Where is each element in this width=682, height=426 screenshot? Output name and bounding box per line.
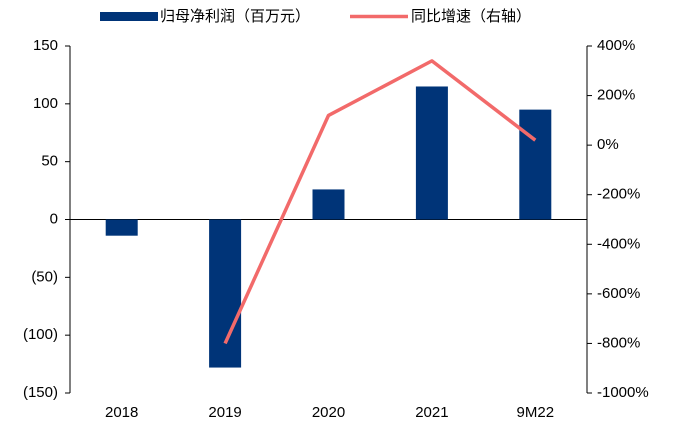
y2-tick-label: 200% bbox=[597, 87, 635, 104]
bar bbox=[519, 109, 552, 220]
bar bbox=[312, 189, 345, 220]
y-tick-label: 150 bbox=[33, 37, 58, 54]
line bbox=[223, 59, 537, 345]
x-tick-label: 9M22 bbox=[517, 404, 555, 421]
y2-tick-label: 0% bbox=[597, 136, 619, 153]
y-tick-label: (50) bbox=[31, 268, 58, 285]
bar bbox=[105, 219, 138, 236]
y2-tick-label: -800% bbox=[597, 334, 640, 351]
legend-label: 归母净利润（百万元） bbox=[160, 8, 310, 25]
y-tick-label: 50 bbox=[41, 153, 58, 170]
bar bbox=[415, 86, 448, 220]
bar bbox=[209, 219, 242, 368]
legend-label: 同比增速（右轴） bbox=[411, 8, 531, 25]
y-tick-label: 0 bbox=[50, 210, 58, 227]
y-tick-label: (150) bbox=[23, 384, 58, 401]
y2-tick-label: -600% bbox=[597, 285, 640, 302]
x-tick-label: 2018 bbox=[105, 404, 138, 421]
legend-swatch bbox=[100, 12, 158, 21]
y2-tick-label: -400% bbox=[597, 235, 640, 252]
x-tick-label: 2021 bbox=[415, 404, 448, 421]
x-tick-label: 2019 bbox=[208, 404, 241, 421]
y-tick-label: 100 bbox=[33, 95, 58, 112]
y2-tick-label: 400% bbox=[597, 37, 635, 54]
x-tick-label: 2020 bbox=[312, 404, 345, 421]
y2-tick-label: -200% bbox=[597, 186, 640, 203]
y-tick-label: (100) bbox=[23, 326, 58, 343]
y2-tick-label: -1000% bbox=[597, 384, 649, 401]
